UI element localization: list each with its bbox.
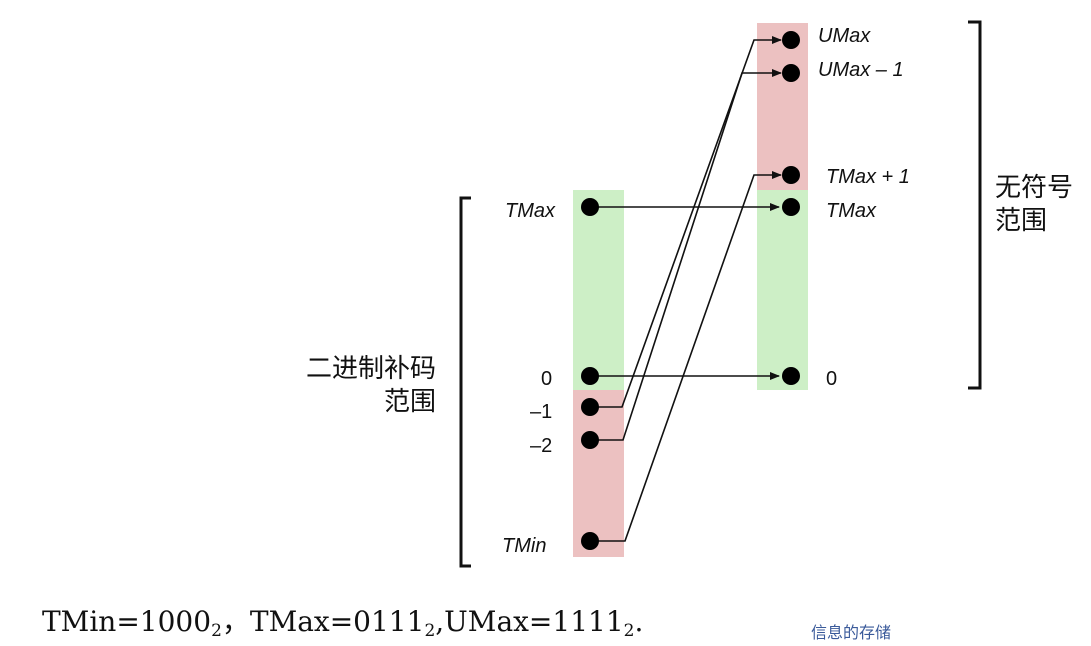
unsigned-range-title-line1: 无符号 [995,173,1074,203]
unsigned-range-bracket [968,20,982,390]
dot-twos-zero [581,367,599,385]
dot-twos-tmax [581,198,599,216]
map-tmin-to-tmax-plus1 [590,171,782,542]
formula-tmin: TMin=1000 [42,605,212,638]
formula-tmax: ，TMax=0111 [221,605,425,638]
unsigned-upper-band [757,23,808,190]
label-twos-minus1: –1 [530,401,553,423]
dot-unsigned-umax-minus1 [782,64,800,82]
twos-range-bracket [459,196,471,568]
dot-twos-minus1 [581,398,599,416]
label-twos-tmax: TMax [505,200,555,222]
twos-range-title: 二进制补码 范围 [296,353,436,418]
label-twos-zero: 0 [541,368,553,390]
map-minus2-to-umax-minus1 [590,69,782,441]
map-minus1-to-umax [590,36,782,408]
footer-section-title: 信息的存储 [811,623,892,642]
twos-negative-band [573,390,624,557]
formula-umax: ,UMax=1111 [435,605,624,638]
label-unsigned-zero: 0 [826,368,838,390]
dot-unsigned-zero [782,367,800,385]
dot-unsigned-tmax [782,198,800,216]
label-unsigned-umax: UMax [818,25,871,47]
formula-base-1: 2 [211,621,222,641]
formula-base-2: 2 [424,621,436,641]
dot-unsigned-umax [782,31,800,49]
formula-base-3: 2 [623,621,635,641]
label-unsigned-tmax-plus1: TMax + 1 [826,166,910,188]
label-unsigned-umax-minus1: UMax – 1 [818,59,904,81]
range-formula: TMin=10002，TMax=01112,UMax=11112. [42,600,643,641]
label-twos-minus2: –2 [530,435,553,457]
dot-unsigned-tmax-plus1 [782,166,800,184]
unsigned-lower-band [757,190,808,390]
twos-positive-band [573,190,624,390]
twos-range-title-line2: 范围 [383,386,436,417]
formula-end: . [634,605,644,638]
label-unsigned-tmax: TMax [826,200,876,222]
label-twos-tmin: TMin [502,535,547,557]
dot-twos-tmin [581,532,599,550]
unsigned-range-title: 无符号 范围 [995,172,1073,237]
unsigned-range-title-line2: 范围 [995,205,1048,236]
dot-twos-minus2 [581,431,599,449]
twos-range-title-line1: 二进制补码 [305,354,436,384]
